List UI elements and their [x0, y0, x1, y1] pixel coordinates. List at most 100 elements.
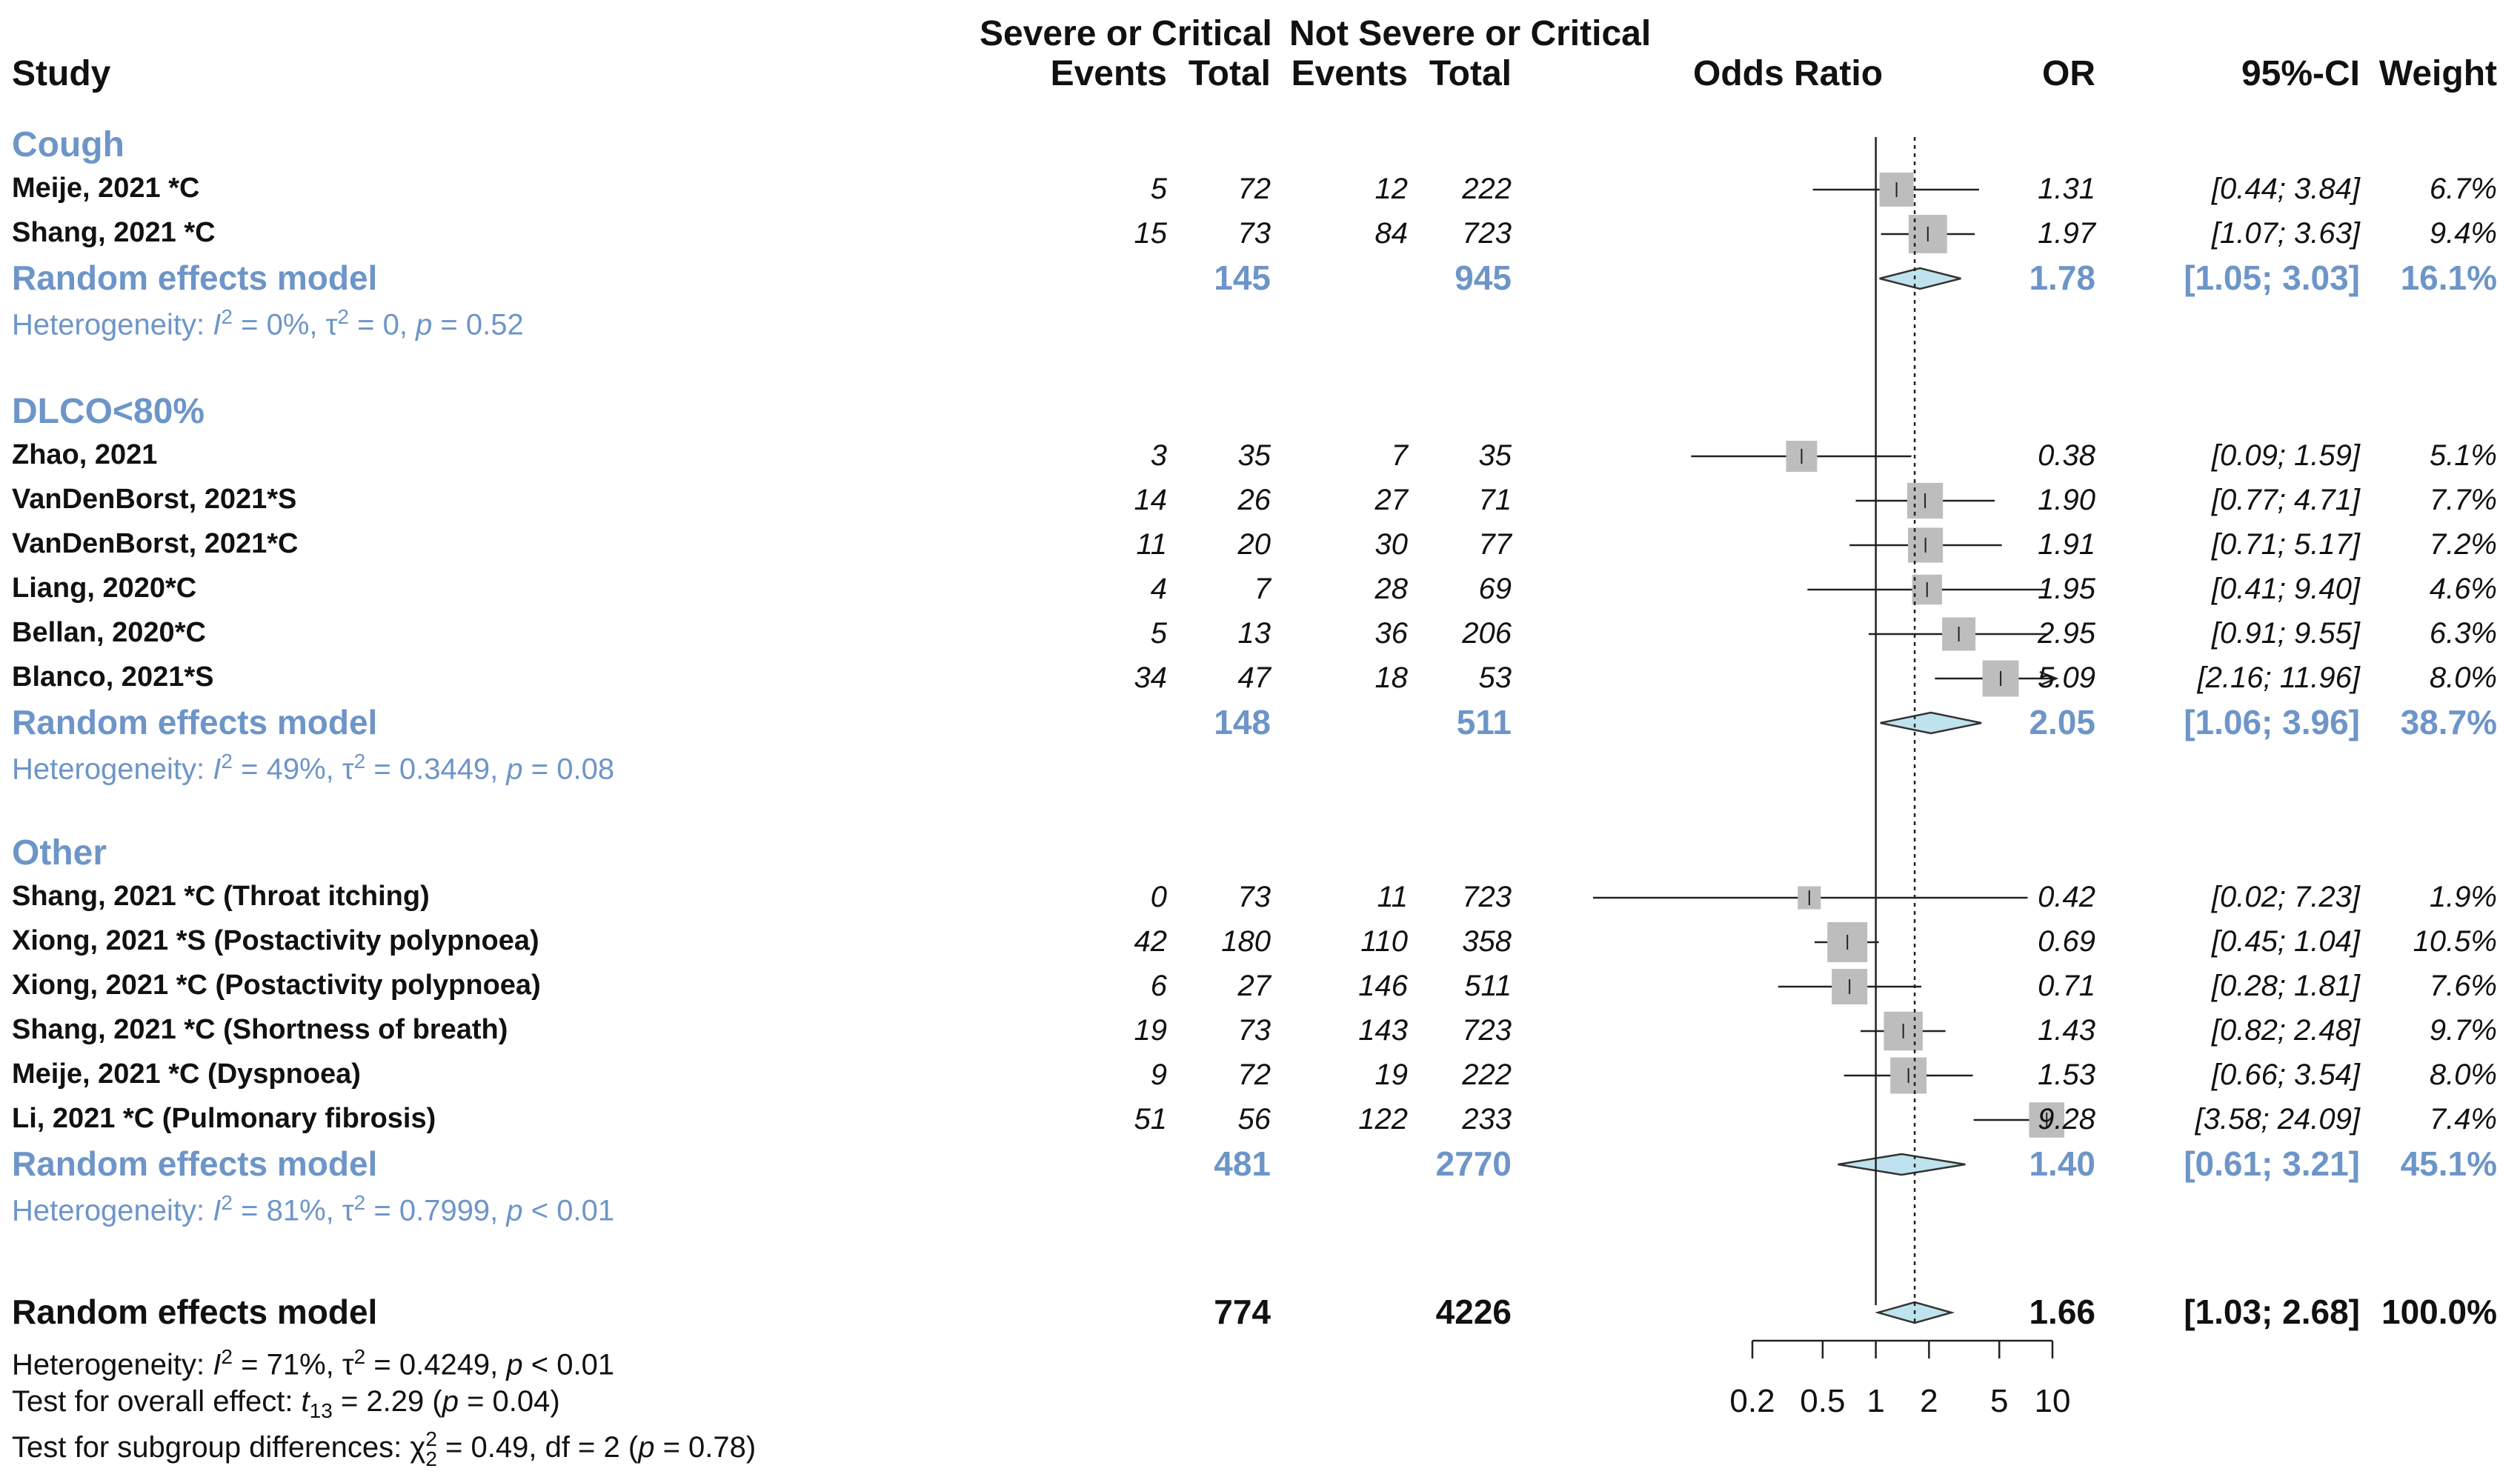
odds-ratio-value: 0.69 — [2038, 925, 2095, 958]
study-name: Meije, 2021 *C (Dyspnoea) — [12, 1058, 361, 1090]
total-severe: 72 — [1237, 173, 1271, 205]
confidence-interval: [0.77; 4.71] — [2211, 484, 2360, 516]
total-severe: 73 — [1237, 217, 1271, 250]
total-severe: 56 — [1237, 1103, 1271, 1136]
total-severe: 72 — [1237, 1058, 1271, 1091]
overall-odds-ratio: 1.66 — [2029, 1293, 2095, 1331]
weight-value: 7.4% — [2429, 1103, 2497, 1136]
events-severe: 51 — [1134, 1103, 1168, 1136]
study-name: VanDenBorst, 2021*C — [12, 528, 299, 559]
column-header-group1: Severe or Critical — [980, 14, 1272, 53]
overall-heterogeneity: Heterogeneity: I2 = 71%, τ2 = 0.4249, p … — [12, 1345, 615, 1381]
events-not-severe: 12 — [1374, 173, 1409, 205]
total-not-severe: 71 — [1478, 484, 1512, 516]
odds-ratio-value: 0.71 — [2038, 970, 2095, 1002]
total-severe: 27 — [1237, 970, 1271, 1002]
events-severe: 19 — [1134, 1014, 1168, 1047]
events-not-severe: 122 — [1358, 1103, 1408, 1136]
summary-odds-ratio: 1.40 — [2029, 1144, 2095, 1183]
heterogeneity-text: Heterogeneity: I2 = 49%, τ2 = 0.3449, p … — [12, 750, 615, 786]
summary-weight: 16.1% — [2400, 259, 2497, 297]
test-overall-effect: Test for overall effect: t13 = 2.29 (p =… — [12, 1385, 560, 1422]
study-name: Shang, 2021 *C (Throat itching) — [12, 881, 430, 912]
odds-ratio-value: 1.95 — [2038, 573, 2095, 605]
events-severe: 5 — [1150, 173, 1167, 205]
study-name: VanDenBorst, 2021*S — [12, 484, 297, 515]
odds-ratio-value: 1.31 — [2038, 173, 2095, 205]
column-header-total2: Total — [1429, 54, 1512, 93]
confidence-interval: [0.66; 3.54] — [2211, 1058, 2360, 1091]
events-severe: 3 — [1150, 439, 1167, 472]
weight-value: 7.2% — [2429, 528, 2497, 561]
total-not-severe: 222 — [1462, 1058, 1512, 1091]
weight-value: 6.3% — [2429, 617, 2497, 650]
events-not-severe: 36 — [1374, 617, 1409, 650]
subgroup-summary-diamond — [1838, 1153, 1966, 1176]
events-not-severe: 19 — [1374, 1058, 1409, 1091]
study-name: Xiong, 2021 *S (Postactivity polypnoea) — [12, 925, 539, 956]
events-severe: 4 — [1150, 573, 1167, 605]
events-not-severe: 84 — [1374, 217, 1409, 250]
total-not-severe: 233 — [1462, 1103, 1512, 1136]
study-name: Shang, 2021 *C — [12, 217, 216, 248]
summary-total-not-severe: 511 — [1456, 703, 1512, 741]
total-not-severe: 723 — [1462, 217, 1512, 250]
total-not-severe: 511 — [1464, 970, 1512, 1002]
total-severe: 13 — [1237, 617, 1271, 650]
odds-ratio-value: 5.09 — [2038, 661, 2095, 694]
odds-ratio-value: 2.95 — [2038, 617, 2095, 650]
confidence-interval: [0.09; 1.59] — [2211, 439, 2360, 472]
ci-arrow — [2039, 670, 2059, 687]
x-tick-label: 0.5 — [1800, 1383, 1846, 1419]
summary-weight: 45.1% — [2400, 1144, 2497, 1183]
x-tick-label: 2 — [1920, 1383, 1938, 1419]
total-severe: 7 — [1254, 573, 1271, 605]
total-severe: 73 — [1237, 1014, 1271, 1047]
study-name: Li, 2021 *C (Pulmonary fibrosis) — [12, 1103, 436, 1134]
x-tick-label: 0.2 — [1729, 1383, 1775, 1419]
summary-total-severe: 481 — [1214, 1144, 1271, 1183]
events-severe: 15 — [1134, 217, 1168, 250]
confidence-interval: [0.71; 5.17] — [2211, 528, 2360, 561]
confidence-interval: [1.07; 3.63] — [2211, 217, 2360, 250]
events-not-severe: 11 — [1377, 881, 1408, 913]
column-header-study: Study — [12, 54, 111, 93]
weight-value: 6.7% — [2429, 173, 2497, 205]
study-name: Zhao, 2021 — [12, 439, 158, 470]
confidence-interval: [0.28; 1.81] — [2211, 970, 2360, 1002]
summary-total-severe: 145 — [1214, 259, 1271, 297]
x-tick-label: 1 — [1866, 1383, 1885, 1419]
study-name: Shang, 2021 *C (Shortness of breath) — [12, 1014, 508, 1045]
weight-value: 9.7% — [2429, 1014, 2497, 1047]
column-header-odds-ratio: Odds Ratio — [1693, 54, 1884, 93]
heterogeneity-text: Heterogeneity: I2 = 0%, τ2 = 0, p = 0.52 — [12, 305, 524, 341]
odds-ratio-value: 9.28 — [2038, 1103, 2095, 1136]
overall-ci: [1.03; 2.68] — [2184, 1293, 2360, 1331]
events-not-severe: 28 — [1374, 573, 1409, 605]
odds-ratio-value: 1.90 — [2038, 484, 2095, 516]
total-not-severe: 358 — [1462, 925, 1512, 958]
total-not-severe: 77 — [1478, 528, 1512, 561]
column-header-events1: Events — [1050, 54, 1167, 93]
study-name: Bellan, 2020*C — [12, 617, 206, 648]
column-header-events2: Events — [1291, 54, 1408, 93]
total-not-severe: 53 — [1478, 661, 1512, 694]
events-not-severe: 110 — [1360, 925, 1408, 958]
total-not-severe: 723 — [1462, 1014, 1512, 1047]
x-tick-label: 10 — [2034, 1383, 2071, 1419]
confidence-interval: [0.91; 9.55] — [2211, 617, 2360, 650]
events-severe: 6 — [1150, 970, 1167, 1002]
weight-value: 5.1% — [2429, 439, 2497, 472]
summary-odds-ratio: 1.78 — [2029, 259, 2095, 297]
weight-value: 8.0% — [2429, 1058, 2497, 1091]
total-severe: 20 — [1237, 528, 1271, 561]
odds-ratio-value: 1.53 — [2038, 1058, 2095, 1091]
overall-weight: 100.0% — [2381, 1293, 2497, 1331]
total-not-severe: 723 — [1462, 881, 1512, 913]
total-severe: 180 — [1221, 925, 1271, 958]
events-severe: 9 — [1150, 1058, 1167, 1091]
events-not-severe: 7 — [1391, 439, 1408, 472]
column-header-group2: Not Severe or Critical — [1289, 14, 1652, 53]
